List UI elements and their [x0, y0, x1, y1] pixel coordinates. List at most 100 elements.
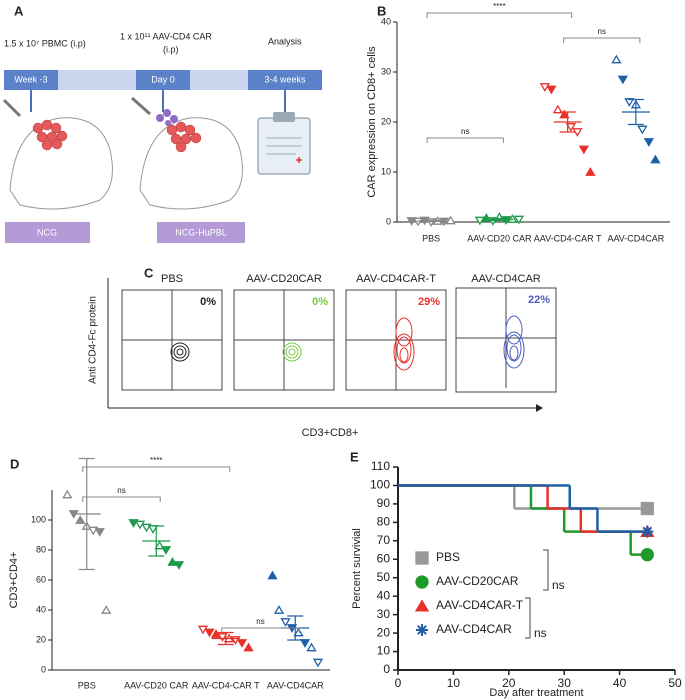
point: [267, 570, 278, 580]
contour: [282, 342, 302, 362]
significance-bracket: [82, 466, 231, 472]
vector-route: (i.p): [163, 44, 179, 54]
point: [75, 515, 86, 524]
point: [640, 548, 654, 562]
legend-marker: [414, 599, 430, 612]
significance-label: ****: [493, 2, 505, 11]
flow-y-label: Anti CD4-Fc protein: [88, 296, 99, 384]
flow-percent: 29%: [418, 296, 440, 308]
contour: [396, 336, 412, 364]
syringe: [2, 96, 151, 118]
tumor-cells: [32, 119, 202, 153]
point: [217, 633, 228, 642]
legend-label: AAV-CD20CAR: [436, 574, 519, 588]
point: [94, 528, 105, 537]
x-tick-label: 20: [502, 676, 516, 690]
analysis-label: Analysis: [268, 36, 302, 46]
x-tick-label: 30: [558, 676, 572, 690]
y-tick-label: 40: [381, 16, 391, 26]
contour: [395, 317, 413, 347]
point: [474, 216, 486, 226]
y-tick-label: 0: [383, 662, 390, 676]
flow-title: AAV-CD4CAR-T: [356, 273, 436, 285]
vector-particles: [156, 109, 178, 126]
y-tick-label: 20: [381, 116, 391, 126]
y-tick-label: 60: [36, 574, 46, 584]
point: [641, 525, 654, 538]
y-tick-label: 80: [36, 544, 46, 554]
flow-percent: 0%: [312, 296, 328, 308]
y-tick-label: 20: [377, 625, 391, 639]
x-tick-label: 40: [613, 676, 627, 690]
error-bar: [559, 111, 576, 133]
contour: [399, 347, 409, 363]
model-box: [157, 222, 245, 243]
significance-bracket: [82, 496, 161, 502]
contour: [505, 315, 523, 345]
contour: [288, 348, 296, 356]
timeline-step: [4, 70, 58, 90]
point: [406, 217, 417, 226]
error-bar: [423, 219, 440, 223]
step-label: 3-4 weeks: [264, 74, 306, 84]
step-label: Week -3: [14, 74, 47, 84]
x-tick-label: 10: [447, 676, 461, 690]
point: [280, 618, 291, 627]
significance-bracket: [543, 549, 549, 591]
contour: [176, 348, 184, 356]
x-tick-label: 50: [668, 676, 682, 690]
point: [236, 639, 248, 648]
y-tick-label: 0: [386, 216, 391, 226]
point: [438, 217, 450, 227]
significance-label: ns: [598, 27, 606, 36]
contour: [173, 345, 187, 359]
point: [306, 642, 317, 652]
y-tick-label: 30: [381, 66, 391, 76]
model-label: NCG-HuPBL: [175, 227, 227, 237]
y-tick-label: 30: [377, 607, 391, 621]
x-tick-label: AAV-CD4CAR: [267, 680, 324, 690]
point: [507, 214, 518, 223]
point: [559, 109, 570, 119]
flow-title: PBS: [161, 273, 183, 285]
error-bar: [148, 525, 165, 557]
model-label: NCG: [37, 227, 57, 237]
significance-bracket: [525, 597, 531, 639]
y-tick-label: 80: [377, 515, 391, 529]
y-tick-label: 40: [377, 588, 391, 602]
y-tick-label: 40: [36, 604, 46, 614]
x-tick-label: 0: [395, 676, 402, 690]
point: [637, 125, 648, 135]
point: [243, 642, 254, 652]
x-tick-label: AAV-CD20 CAR: [124, 680, 189, 690]
y-tick-label: 20: [36, 634, 46, 644]
step-label: Day 0: [151, 74, 175, 84]
significance-bracket: [426, 137, 504, 143]
y-axis-title: CAR expression on CD8+ cells: [366, 46, 378, 198]
flow-title: AAV-CD20CAR: [246, 273, 322, 285]
legend-marker: [415, 575, 429, 589]
contour: [509, 345, 519, 361]
point: [412, 217, 424, 227]
significance-bracket: [563, 37, 641, 43]
y-tick-label: 0: [41, 664, 46, 674]
point: [617, 75, 629, 85]
significance-bracket: [221, 627, 300, 633]
x-axis-title: Day after treatment: [489, 687, 583, 699]
point: [273, 605, 285, 614]
contour: [285, 345, 299, 359]
point: [173, 561, 185, 570]
panel-label: E: [350, 449, 359, 464]
contour: [503, 331, 525, 369]
legend-marker: [415, 551, 429, 565]
error-bar: [78, 457, 95, 571]
y-tick-label: 70: [377, 533, 391, 547]
y-tick-label: 90: [377, 496, 391, 510]
point: [160, 546, 172, 555]
cell-dose: 1.5 x 10⁷ PBMC (i.p): [4, 38, 86, 48]
y-tick-label: 60: [377, 551, 391, 565]
point: [62, 489, 73, 499]
y-axis-title: CD3+CD4+: [8, 552, 20, 609]
legend-label: PBS: [436, 550, 460, 564]
y-tick-label: 100: [31, 514, 46, 524]
